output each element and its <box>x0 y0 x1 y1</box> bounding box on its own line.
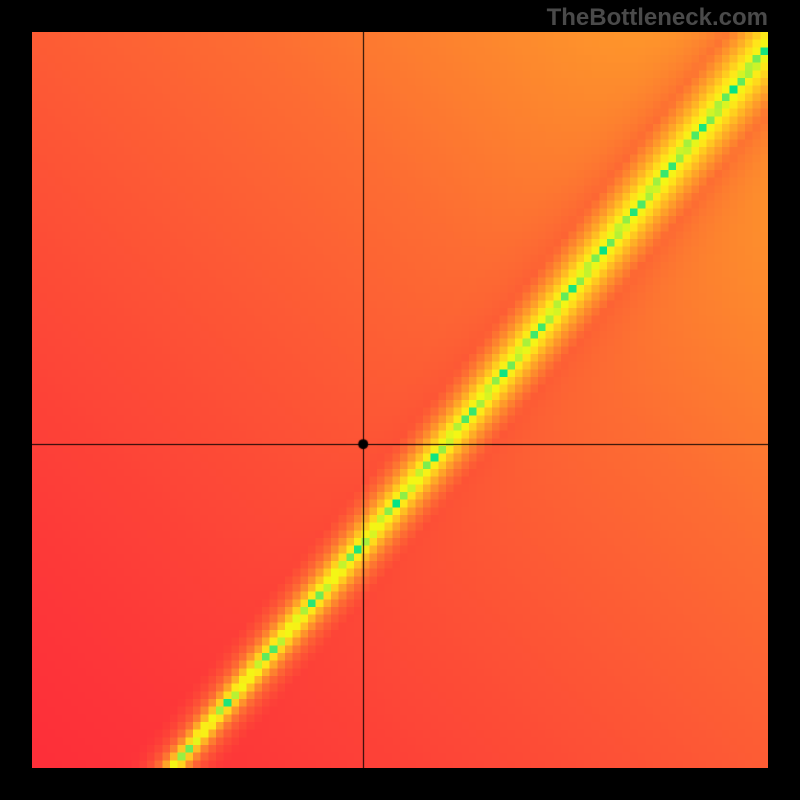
crosshair-overlay <box>32 32 768 768</box>
watermark-text: TheBottleneck.com <box>547 4 768 32</box>
chart-container: TheBottleneck.com <box>0 0 800 800</box>
